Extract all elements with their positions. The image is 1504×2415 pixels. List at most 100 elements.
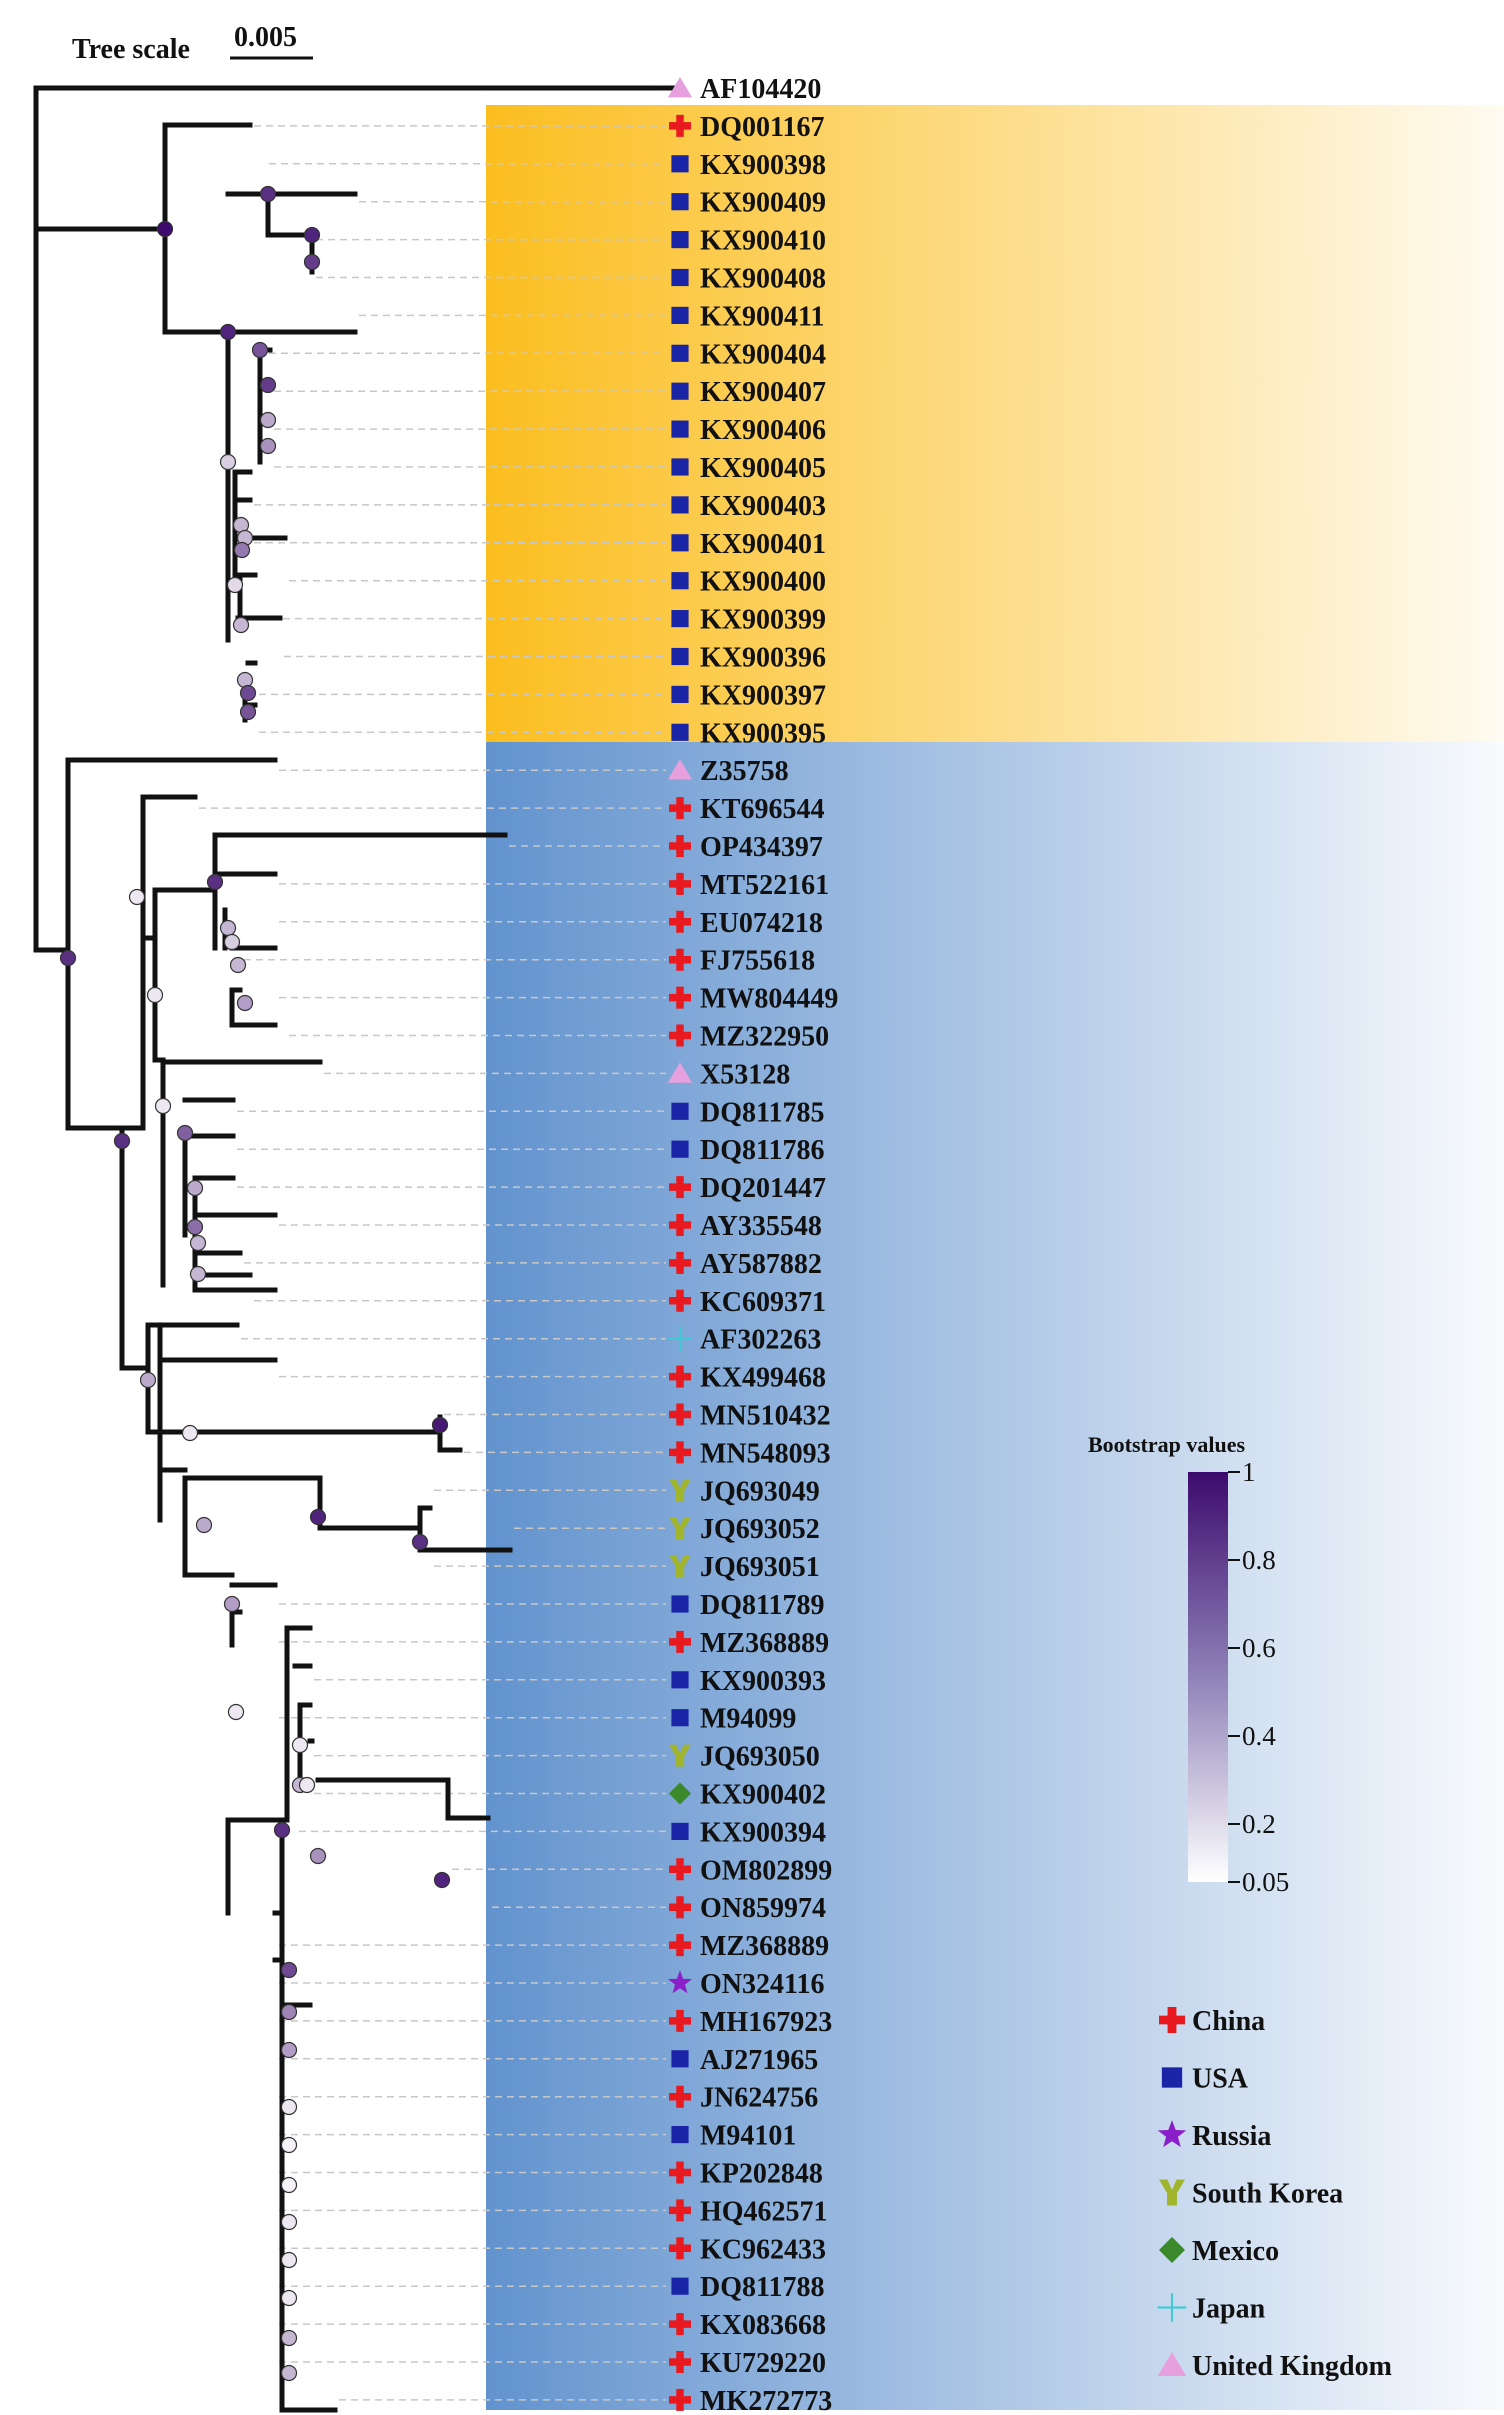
taxon-label-kx900400: KX900400	[700, 567, 826, 598]
bootstrap-node-50	[280, 2041, 298, 2059]
bootstrap-node-40	[223, 1595, 241, 1613]
taxon-label-kx900407: KX900407	[700, 377, 826, 408]
bootstrap-node-13	[233, 541, 251, 559]
taxon-label-kx900395: KX900395	[700, 718, 826, 749]
country-marker-china-op434397	[669, 835, 691, 857]
taxon-label-dq811788: DQ811788	[700, 2272, 824, 2303]
bootstrap-node-58	[280, 2364, 298, 2382]
bootstrap-node-42	[291, 1736, 309, 1754]
legend-icon-china	[1159, 2007, 1185, 2033]
country-marker-usa-kx900400	[671, 572, 689, 590]
country-marker-china-mh167923	[669, 2009, 691, 2032]
bootstrap-node-56	[280, 2289, 298, 2307]
country-marker-usa-dq811786	[671, 1140, 689, 1158]
taxon-label-kx900409: KX900409	[700, 188, 826, 219]
country-marker-usa-dq811785	[671, 1102, 689, 1120]
country-marker-usa-dq811789	[671, 1595, 689, 1613]
country-marker-usa-m94099	[671, 1709, 689, 1727]
bootstrap-node-6	[251, 341, 269, 359]
bootstrap-node-30	[186, 1179, 204, 1197]
bootstrap-node-48	[280, 1961, 298, 1979]
taxon-label-kx900405: KX900405	[700, 453, 826, 484]
bootstrap-node-29	[176, 1124, 194, 1142]
country-marker-china-mt522161	[669, 872, 691, 895]
taxon-label-af104420: AF104420	[700, 74, 821, 105]
country-marker-china-mn510432	[669, 1403, 691, 1426]
branch-segment-28	[65, 947, 125, 1131]
legend-label-china: China	[1192, 2006, 1265, 2037]
taxon-label-mn548093: MN548093	[700, 1438, 831, 1469]
legend-label-united-kingdom: United Kingdom	[1192, 2351, 1392, 2382]
taxon-label-m94099: M94099	[700, 1704, 796, 1735]
bootstrap-node-4	[303, 253, 321, 271]
bootstrap-node-33	[189, 1265, 207, 1283]
legend-label-south-korea: South Korea	[1192, 2179, 1343, 2210]
country-marker-usa-kx900408	[671, 268, 689, 287]
bootstrap-node-26	[236, 994, 254, 1012]
country-marker-japan-af302263	[667, 1326, 693, 1351]
bootstrap-node-53	[280, 2176, 298, 2194]
bootstrap-node-51	[280, 2098, 298, 2116]
country-marker-china-mn548093	[669, 1441, 691, 1464]
colorbar-tick-label-6: 0.05	[1242, 1867, 1289, 1897]
bootstrap-node-9	[259, 437, 277, 455]
bootstrap-node-44	[298, 1776, 316, 1794]
bootstrap-node-31	[186, 1218, 204, 1236]
legend-label-usa: USA	[1192, 2064, 1249, 2095]
legend-icon-mexico	[1159, 2237, 1185, 2263]
bootstrap-node-7	[259, 376, 277, 394]
tree-scale-value: 0.005	[234, 22, 297, 53]
branch-segment-26	[33, 757, 71, 953]
bootstrap-node-35	[181, 1424, 199, 1442]
colorbar-tick-label-3: 0.6	[1242, 1633, 1276, 1663]
legend-icon-south-korea	[1159, 2179, 1185, 2206]
bootstrap-node-46	[273, 1821, 291, 1839]
country-marker-russia-on324116	[668, 1970, 692, 1994]
bootstrap-node-2	[259, 185, 277, 203]
taxon-label-hq462571: HQ462571	[700, 2196, 828, 2227]
clade-highlight-orange	[486, 105, 1504, 742]
country-marker-united-kingdom-af104420	[667, 77, 693, 98]
branch-segment-56	[145, 1322, 240, 1371]
taxon-label-kx900404: KX900404	[700, 339, 826, 370]
legend-icon-japan	[1157, 2293, 1187, 2322]
bootstrap-node-25	[229, 956, 247, 974]
guide-lines	[199, 125, 666, 2401]
colorbar-tick-label-2: 0.8	[1242, 1545, 1276, 1575]
taxon-label-mw804449: MW804449	[700, 984, 838, 1015]
country-marker-china-hq462571	[669, 2199, 691, 2222]
taxon-label-kc609371: KC609371	[700, 1287, 826, 1318]
country-marker-china-ay335548	[669, 1214, 691, 1236]
country-marker-mexico-kx900402	[669, 1782, 691, 1805]
taxon-label-kx499468: KX499468	[700, 1363, 826, 1394]
bootstrap-node-49	[280, 2003, 298, 2021]
country-marker-china-kc609371	[669, 1289, 691, 1312]
taxon-label-dq201447: DQ201447	[700, 1173, 826, 1204]
taxon-label-kx900396: KX900396	[700, 643, 826, 674]
taxon-label-aj271965: AJ271965	[700, 2045, 818, 2076]
taxon-label-eu074218: EU074218	[700, 908, 823, 939]
taxon-label-kx900408: KX900408	[700, 264, 826, 295]
taxon-label-kx900406: KX900406	[700, 415, 826, 446]
country-marker-usa-kx900407	[671, 382, 689, 400]
country-marker-china-ay587882	[669, 1251, 691, 1274]
branch-segment-8	[265, 191, 315, 238]
clade-highlight-blue	[486, 742, 1504, 2410]
taxon-label-x53128: X53128	[700, 1059, 790, 1090]
colorbar-tick-label-1: 1	[1242, 1457, 1256, 1487]
tree-branches	[33, 85, 683, 2413]
taxon-label-kx900397: KX900397	[700, 680, 826, 711]
country-marker-china-kx083668	[669, 2313, 691, 2336]
legend-icon-united-kingdom	[1157, 2352, 1187, 2377]
bootstrap-node-28	[154, 1097, 172, 1115]
taxon-label-mh167923: MH167923	[700, 2007, 832, 2038]
country-marker-usa-kx900398	[671, 155, 689, 173]
colorbar-title: Bootstrap values	[1088, 1432, 1246, 1457]
taxon-label-kx900399: KX900399	[700, 605, 826, 636]
country-marker-china-on859974	[669, 1896, 691, 1919]
country-marker-china-dq201447	[669, 1176, 691, 1199]
taxon-label-ay335548: AY335548	[700, 1211, 822, 1242]
country-marker-usa-kx900410	[671, 231, 689, 249]
bootstrap-colorbar: Bootstrap values 1 0.8 0.6 0.4 0.2 0.05	[1088, 1432, 1289, 1897]
